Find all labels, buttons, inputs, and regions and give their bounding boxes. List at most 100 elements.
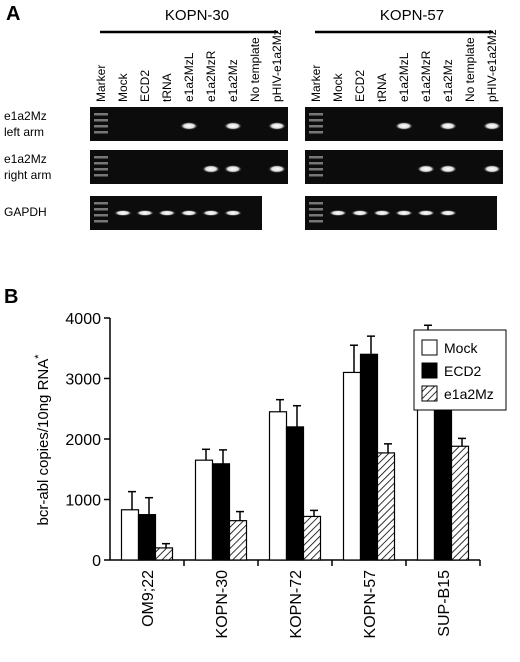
legend-label: e1a2Mz [444,386,494,402]
bar [342,371,362,561]
marker-band [94,174,108,177]
bar [359,353,379,561]
marker-band [309,125,323,128]
y-axis-label: bcr-abl copies/10ng RNA* [33,354,52,526]
bar [228,520,248,561]
gel-image [305,150,503,184]
legend-swatch [421,362,438,379]
marker-band [309,113,323,116]
marker-band [94,168,108,171]
marker-band [309,131,323,134]
gel-band [224,165,242,173]
marker-band [309,168,323,171]
gel-band [395,122,413,130]
gel-title: KOPN-30 [165,7,229,24]
marker-band [309,162,323,165]
gel-band [224,122,242,130]
marker-band [94,202,108,205]
marker-band [94,113,108,116]
bar [154,547,174,561]
row-label-line: GAPDH [4,205,47,219]
bar [302,515,322,561]
lane-label: pHIV-e1a2Mz [485,29,499,102]
gel-band [373,210,391,216]
lane-label: ECD2 [138,70,152,102]
gel-band [180,210,198,216]
gel-band [136,210,154,216]
lane-label: e1a2MzR [204,50,218,102]
gel-band [268,165,286,173]
bar [450,445,470,561]
marker-band [309,220,323,223]
row-label-line: left arm [4,125,44,139]
y-tick-label: 3000 [65,372,101,389]
marker-band [309,174,323,177]
gel-band [439,122,457,130]
marker-band [309,156,323,159]
marker-band [94,125,108,128]
lane-label: Mock [116,72,130,102]
y-tick-label: 4000 [65,311,101,328]
bar [211,463,231,561]
gel-band [439,210,457,216]
gel-band [202,210,220,216]
gel-image [90,150,288,184]
gel-title: KOPN-57 [380,7,444,24]
bar [285,426,305,561]
gel-band [114,210,132,216]
marker-band [309,119,323,122]
y-axis-label-note: * [33,354,45,359]
gel-band [158,210,176,216]
bar [120,509,140,561]
lane-label: tRNA [160,73,174,102]
lane-label: e1a2Mz [441,59,455,102]
x-tick-label: OM9;22 [140,570,157,627]
marker-band [94,162,108,165]
lane-label: ECD2 [353,70,367,102]
gel-band [483,165,501,173]
row-label-line: e1a2Mz [4,152,47,166]
lane-label: e1a2Mz [226,59,240,102]
gel-band [329,210,347,216]
marker-band [94,156,108,159]
x-tick-label: KOPN-72 [288,570,305,639]
marker-band [309,208,323,211]
marker-band [309,214,323,217]
x-tick-label: KOPN-30 [214,570,231,639]
row-label-line: e1a2Mz [4,109,47,123]
row-label: e1a2Mz right arm [4,152,51,182]
marker-band [94,208,108,211]
legend-swatch [421,339,438,356]
gel-band [417,210,435,216]
lane-label: Marker [94,65,108,102]
panel-label: B [4,286,18,308]
y-tick-label: 1000 [65,493,101,510]
y-tick-label: 2000 [65,432,101,449]
x-tick-label: KOPN-57 [362,570,379,639]
marker-band [94,131,108,134]
lane-label: No template [463,37,477,102]
y-tick-label: 0 [92,553,101,570]
gel-band [180,122,198,130]
y-axis-label-text: bcr-abl copies/10ng RNA [35,359,52,526]
row-label: e1a2Mz left arm [4,109,47,139]
lane-label: No template [248,37,262,102]
legend-swatch [421,385,438,402]
lane-label: Marker [309,65,323,102]
gel-band [268,122,286,130]
bar [194,459,214,561]
marker-band [94,119,108,122]
gel-band [395,210,413,216]
gel-band [224,210,242,216]
lane-label: tRNA [375,73,389,102]
bar [268,411,288,561]
lane-label: pHIV-e1a2Mz [270,29,284,102]
gel-band [351,210,369,216]
legend-label: ECD2 [444,363,482,379]
gel-band [417,165,435,173]
row-label: GAPDH [4,205,47,219]
x-tick-label: SUP-B15 [436,570,453,637]
marker-band [94,214,108,217]
legend-label: Mock [444,340,478,356]
